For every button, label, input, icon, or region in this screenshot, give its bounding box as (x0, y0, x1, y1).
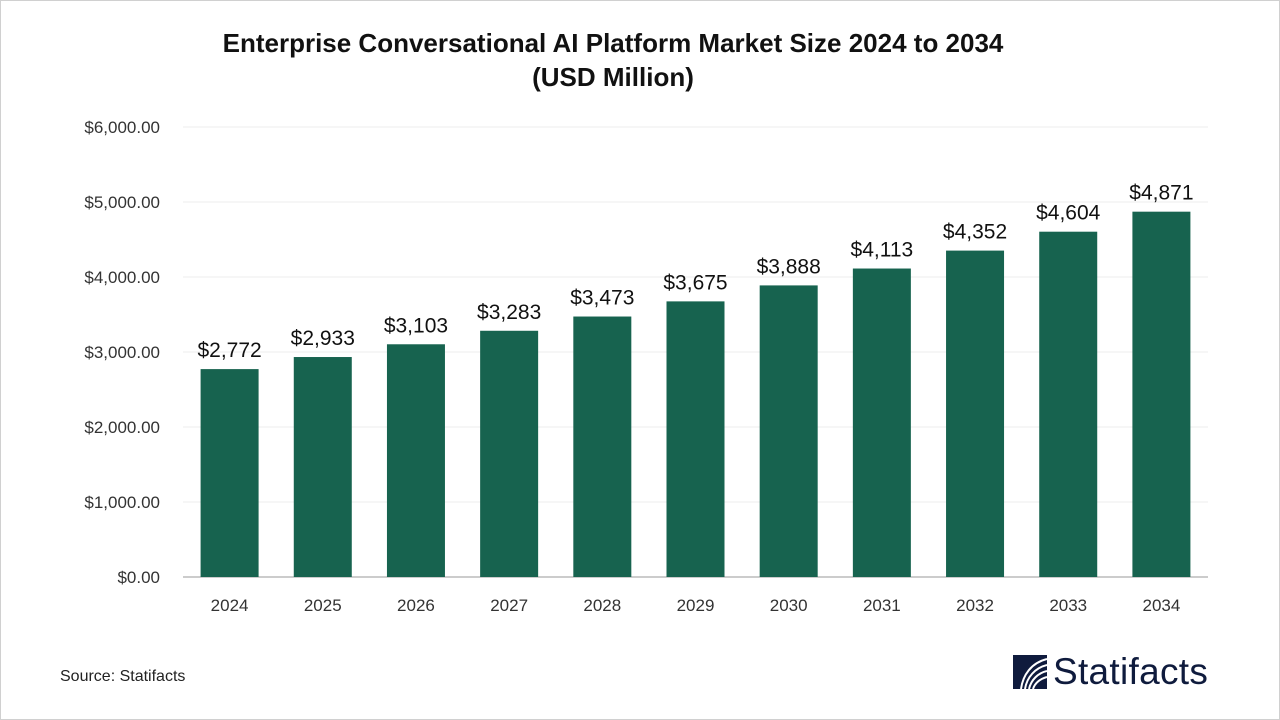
bar (480, 330, 539, 577)
y-tick-label: $0.00 (117, 568, 160, 587)
data-label: $3,103 (384, 314, 448, 337)
y-tick-label: $6,000.00 (84, 118, 160, 137)
bar (946, 250, 1005, 577)
y-tick-label: $2,000.00 (84, 418, 160, 437)
data-label: $3,675 (663, 271, 727, 294)
data-label: $4,604 (1036, 202, 1101, 225)
data-label: $4,871 (1129, 182, 1193, 205)
x-tick-label: 2032 (956, 596, 994, 615)
chart-title: Enterprise Conversational AI Platform Ma… (0, 26, 1226, 94)
bar (1132, 211, 1191, 578)
bar (666, 301, 725, 577)
y-tick-label: $3,000.00 (84, 343, 160, 362)
x-tick-label: 2029 (677, 596, 715, 615)
bar (293, 357, 352, 577)
bar (1039, 231, 1098, 577)
source-note: Source: Statifacts (60, 668, 186, 685)
x-tick-label: 2025 (304, 596, 342, 615)
logo-text: Statifacts (1053, 651, 1209, 692)
data-label: $3,283 (477, 301, 541, 324)
x-tick-label: 2024 (211, 596, 249, 615)
x-tick-label: 2030 (770, 596, 808, 615)
logo-icon (1013, 655, 1047, 689)
title-line: Enterprise Conversational AI Platform Ma… (222, 28, 1004, 58)
y-tick-label: $5,000.00 (84, 193, 160, 212)
x-tick-label: 2027 (490, 596, 528, 615)
x-tick-label: 2033 (1049, 596, 1087, 615)
data-label: $4,352 (943, 221, 1007, 244)
subtitle-line: (USD Million) (532, 62, 694, 92)
data-label: $4,113 (851, 239, 914, 262)
y-tick-label: $1,000.00 (84, 493, 160, 512)
bar (200, 369, 259, 577)
bar (852, 268, 911, 577)
data-label: $3,888 (757, 255, 821, 278)
y-tick-label: $4,000.00 (84, 268, 160, 287)
bar (759, 285, 818, 577)
x-tick-label: 2028 (583, 596, 621, 615)
bar (573, 316, 632, 577)
data-label: $2,772 (197, 339, 261, 362)
x-tick-label: 2034 (1142, 596, 1180, 615)
statifacts-logo: Statifacts (1013, 651, 1208, 693)
x-tick-label: 2026 (397, 596, 435, 615)
data-label: $3,473 (570, 287, 634, 310)
data-label: $2,933 (291, 327, 355, 350)
x-tick-label: 2031 (863, 596, 901, 615)
bar (386, 344, 445, 577)
